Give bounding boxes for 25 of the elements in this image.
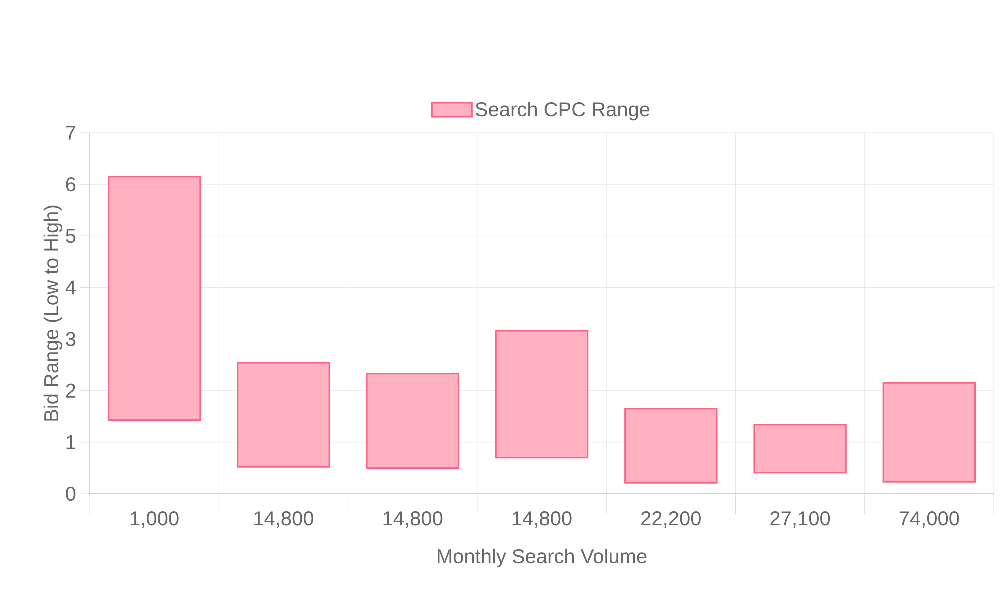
y-tick-label: 3: [66, 332, 76, 346]
y-tick-label: 4: [66, 280, 76, 295]
y-tick-label: 2: [66, 384, 76, 398]
x-tick-label: 22,200: [642, 512, 701, 528]
x-tick-label: 74,000: [900, 512, 960, 528]
bar: [624, 408, 718, 484]
bar: [495, 330, 589, 459]
legend-label: Search CPC Range: [476, 102, 650, 121]
y-tick-label: 6: [66, 178, 76, 192]
bar: [237, 362, 330, 468]
bar: [108, 176, 202, 422]
y-tick-label: 5: [66, 229, 76, 244]
y-tick-label: 7: [66, 126, 76, 140]
y-axis-title: Bid Range (Low to High): [44, 206, 62, 421]
y-tick-label: 1: [66, 436, 76, 450]
bar: [882, 382, 976, 483]
bar: [366, 373, 460, 469]
y-tick-label: 0: [66, 486, 76, 502]
x-tick-label: 27,100: [770, 512, 830, 528]
x-tick-label: 14,800: [384, 512, 443, 528]
x-tick-label: 1,000: [131, 512, 179, 528]
bar: [754, 424, 847, 474]
x-tick-label: 14,800: [254, 512, 314, 528]
x-tick-label: 14,800: [512, 512, 572, 528]
x-axis-title: Monthly Search Volume: [438, 548, 647, 568]
